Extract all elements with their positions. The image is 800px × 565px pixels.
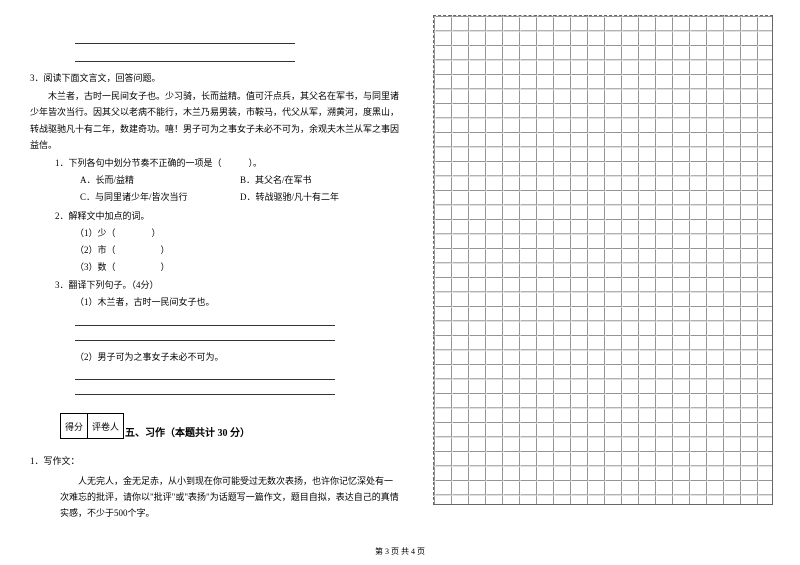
- composition-title: 1．写作文：: [30, 453, 401, 469]
- page-container: 3．阅读下面文言文，回答问题。 木兰者，古时一民间女子也。少习骑，长而益精。值可…: [0, 0, 800, 565]
- sub2-item-1: （1）少（ ）: [75, 225, 401, 241]
- option-d: D．转战驱驰/凡十有二年: [240, 189, 400, 205]
- sub-question-1: 1．下列各句中划分节奏不正确的一项是（ ）。: [55, 155, 401, 171]
- answer-line: [75, 329, 335, 341]
- page-footer: 第 3 页 共 4 页: [0, 546, 800, 557]
- writing-grid: [433, 15, 773, 505]
- section-5-title: 五、习作（本题共计 30 分）: [125, 425, 401, 443]
- blank-line: [75, 30, 295, 44]
- composition-block: 1．写作文： 人无完人，金无足赤，从小到现在你可能受过无数次表扬，也许你记忆深处…: [30, 453, 401, 522]
- answer-line: [75, 368, 335, 380]
- answer-line: [75, 314, 335, 326]
- answer-line: [75, 383, 335, 395]
- passage-text: 木兰者，古时一民间女子也。少习骑，长而益精。值可汗点兵，其父名在军书，与同里诸少…: [30, 88, 401, 153]
- option-a: A．长而/益精: [80, 172, 240, 188]
- left-column: 3．阅读下面文言文，回答问题。 木兰者，古时一民间女子也。少习骑，长而益精。值可…: [0, 0, 416, 565]
- writing-grid-container: [433, 15, 773, 505]
- sub3-item-2: （2）男子可为之事女子未必不可为。: [75, 349, 401, 365]
- right-column: [416, 0, 800, 565]
- options-row-1: A．长而/益精 B．其父名/在军书: [80, 172, 401, 188]
- sub3-item-1: （1）木兰者，古时一民间女子也。: [75, 294, 401, 310]
- option-b: B．其父名/在军书: [240, 172, 400, 188]
- score-cell-grader: 评卷人: [88, 413, 124, 439]
- option-c: C．与同里诸少年/皆次当行: [80, 189, 240, 205]
- score-cell-label: 得分: [60, 413, 88, 439]
- question-3-title: 3．阅读下面文言文，回答问题。: [30, 70, 401, 86]
- options-row-2: C．与同里诸少年/皆次当行 D．转战驱驰/凡十有二年: [80, 189, 401, 205]
- composition-body: 人无完人，金无足赤，从小到现在你可能受过无数次表扬，也许你记忆深处有一次难忘的批…: [60, 473, 401, 522]
- blank-line: [75, 48, 295, 62]
- sub-question-2: 2．解释文中加点的词。: [55, 208, 401, 224]
- sub2-item-2: （2）市（ ）: [75, 242, 401, 258]
- sub2-item-3: （3）数（ ）: [75, 259, 401, 275]
- sub-question-3: 3．翻译下列句子。（4分）: [55, 277, 401, 293]
